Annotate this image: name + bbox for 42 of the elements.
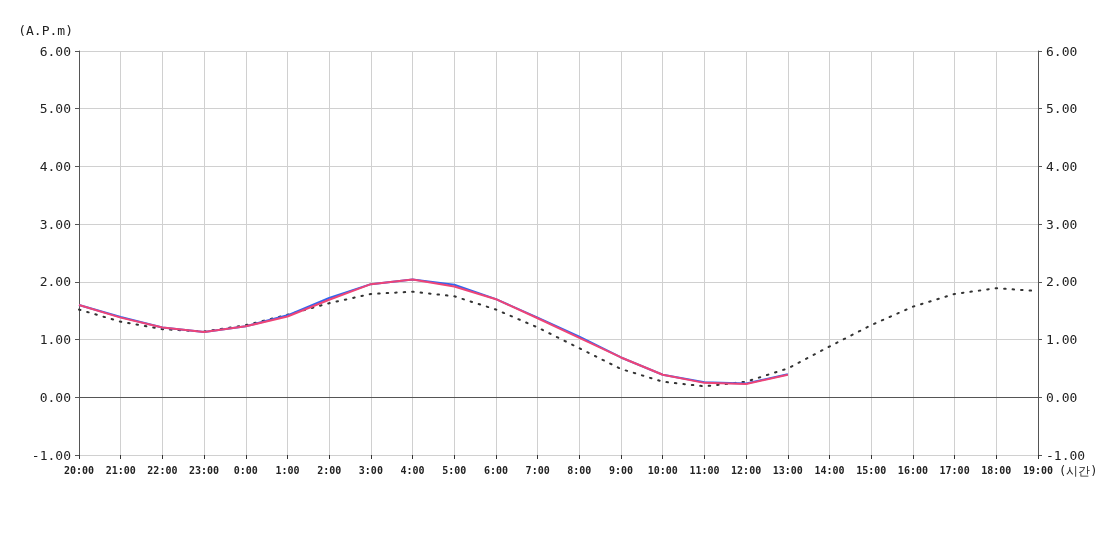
y2-tick-label: 1.00 — [1046, 332, 1078, 348]
x-tick-label: 15:00 — [856, 464, 887, 476]
x-tick-label: 21:00 — [105, 464, 136, 476]
y2-tick-label: -1.00 — [1046, 447, 1086, 463]
x-tick-label: 2:00 — [317, 464, 342, 476]
x-tick-label: 20:00 — [63, 464, 95, 476]
x-tick-label: 19:00 — [1022, 464, 1054, 476]
y-tick-label: 3.00 — [39, 216, 71, 232]
x-tick-label: 17:00 — [939, 464, 970, 476]
y2-tick-label: 2.00 — [1046, 274, 1078, 290]
x-tick-label: 0:00 — [233, 464, 258, 476]
x-axis-title: (시간) — [1058, 464, 1098, 478]
y-tick-label: 1.00 — [39, 332, 71, 348]
x-tick-label: 5:00 — [442, 464, 467, 476]
x-tick-label: 18:00 — [981, 464, 1012, 476]
y-tick-label: 5.00 — [39, 101, 71, 117]
x-tick-label: 3:00 — [358, 464, 383, 476]
x-tick-label: 4:00 — [400, 464, 425, 476]
x-tick-label: 14:00 — [814, 464, 845, 476]
x-tick-label: 10:00 — [647, 464, 678, 476]
y2-tick-label: 0.00 — [1046, 389, 1078, 405]
y2-tick-label: 4.00 — [1046, 158, 1078, 174]
x-tick-label: 12:00 — [731, 464, 762, 476]
x-tick-label: 6:00 — [483, 464, 508, 476]
x-tick-label: 7:00 — [525, 464, 550, 476]
y-tick-label: 6.00 — [39, 43, 71, 59]
y-tick-label: 4.00 — [39, 158, 71, 174]
x-tick-label: 13:00 — [772, 464, 803, 476]
x-tick-label: 11:00 — [689, 464, 720, 476]
x-tick-label: 1:00 — [275, 464, 300, 476]
x-tick-label: 9:00 — [609, 464, 634, 476]
y-axis-title: (A.P.m) — [18, 23, 73, 38]
x-tick-label: 23:00 — [189, 464, 220, 476]
y-tick-label: -1.00 — [31, 447, 71, 463]
y2-tick-label: 5.00 — [1046, 101, 1078, 117]
x-tick-label: 8:00 — [567, 464, 592, 476]
x-tick-label: 22:00 — [147, 464, 178, 476]
y2-tick-label: 3.00 — [1046, 216, 1078, 232]
x-tick-label: 16:00 — [897, 464, 928, 476]
y-tick-label: 0.00 — [39, 389, 71, 405]
y2-tick-label: 6.00 — [1046, 43, 1078, 59]
y-tick-label: 2.00 — [39, 274, 71, 290]
